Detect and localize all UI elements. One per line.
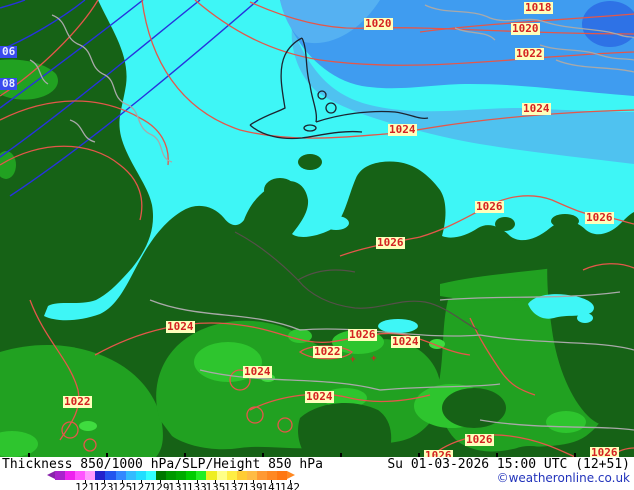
scale-cell [145,471,156,480]
scale-tick [140,480,142,483]
valid-time-label: Su 01-03-2026 15:00 UTC (12+51) [387,457,630,472]
pressure-label: 1024 [305,390,334,403]
scale-tick [290,480,292,483]
scale-cell [266,471,278,480]
footer-bar: Thickness 850/1000 hPa/SLP/Height 850 hP… [0,457,634,490]
height-label: 06 [0,45,18,58]
scale-tick-label: 137 [224,481,245,490]
pressure-label: 1024 [388,123,417,136]
scale-cell [226,471,237,480]
scale-tick [122,480,124,483]
map-tick [574,453,576,457]
scale-tick-label: 142 [280,481,300,490]
scale-bar [55,471,288,480]
pressure-label: 1026 [465,433,494,446]
map-tick [496,453,498,457]
scale-tick-label: 133 [186,481,207,490]
coastline-black [249,37,429,140]
scale-tick [178,480,180,483]
scale-tick-label: 141 [261,481,282,490]
map-tick [106,453,108,457]
coastline-gray [29,4,634,431]
pressure-label: 1024 [166,320,195,333]
scale-cell [166,471,177,480]
scale-cell [65,471,76,480]
credit-link[interactable]: ©weatheronline.co.uk [496,471,630,485]
pressure-label: 1022 [63,395,92,408]
scale-cell [105,471,116,480]
scale-cell [216,471,227,480]
pressure-label: 1018 [524,1,553,14]
scale-cell [95,471,106,480]
pressure-label: 1020 [511,22,540,35]
scale-cell [196,471,207,480]
scale-arrow-right [287,471,295,479]
map-tick [184,453,186,457]
scale-tick [215,480,217,483]
weather-map: 1018 1020 1020 1022 1024 1024 1026 1026 1026 1024… [0,0,634,457]
scale-cell [206,471,217,480]
scale-tick-label: 127 [130,481,151,490]
map-tick [418,453,420,457]
scale-tick [271,480,273,483]
scale-cell [186,471,197,480]
scale-tick-label: 131 [168,481,189,490]
peak-mark: + [350,355,356,365]
scale-cell [135,471,146,480]
map-tick [340,453,342,457]
scale-cell [155,471,167,480]
pressure-label: 1024 [391,335,420,348]
border-dark [234,231,479,331]
scale-tick [103,480,105,483]
scale-cell [176,471,187,480]
scale-cell [125,471,136,480]
scale-tick [85,480,86,483]
pressure-label: 1022 [515,47,544,60]
map-tick [28,453,30,457]
pressure-label: 1026 [475,200,504,213]
scale-tick-label: 123 [93,481,114,490]
pressure-label: 1026 [424,450,453,457]
scale-tick [159,480,161,483]
scale-cell [85,471,96,480]
scale-cell [236,471,247,480]
scale-arrow-left [47,471,55,479]
scale-tick-label: 121 [75,481,95,490]
pressure-label: 1026 [585,211,614,224]
scale-tick-label: 129 [149,481,170,490]
scale-tick [234,480,236,483]
peak-mark: + [371,354,377,364]
scale-tick-label: 125 [112,481,133,490]
pressure-label: 1026 [590,446,619,457]
scale-cell [55,471,66,480]
map-title: Thickness 850/1000 hPa/SLP/Height 850 hP… [2,457,323,472]
pressure-label: 1026 [348,328,377,341]
pressure-label: 1020 [364,17,393,30]
pressure-label: 1022 [313,345,342,358]
map-tick [262,453,264,457]
scale-cell [115,471,126,480]
scale-cell [246,471,257,480]
scale-cell [277,471,288,480]
scale-cell [256,471,267,480]
scale-tick [252,480,254,483]
scale-cell [75,471,86,480]
pressure-label: 1024 [243,365,272,378]
scale-tick [196,480,198,483]
scale-tick-label: 139 [242,481,263,490]
map-canvas [0,0,634,457]
height-label: 08 [0,77,18,90]
pressure-label: 1024 [522,102,551,115]
scale-tick-label: 135 [205,481,226,490]
pressure-label: 1026 [376,236,405,249]
